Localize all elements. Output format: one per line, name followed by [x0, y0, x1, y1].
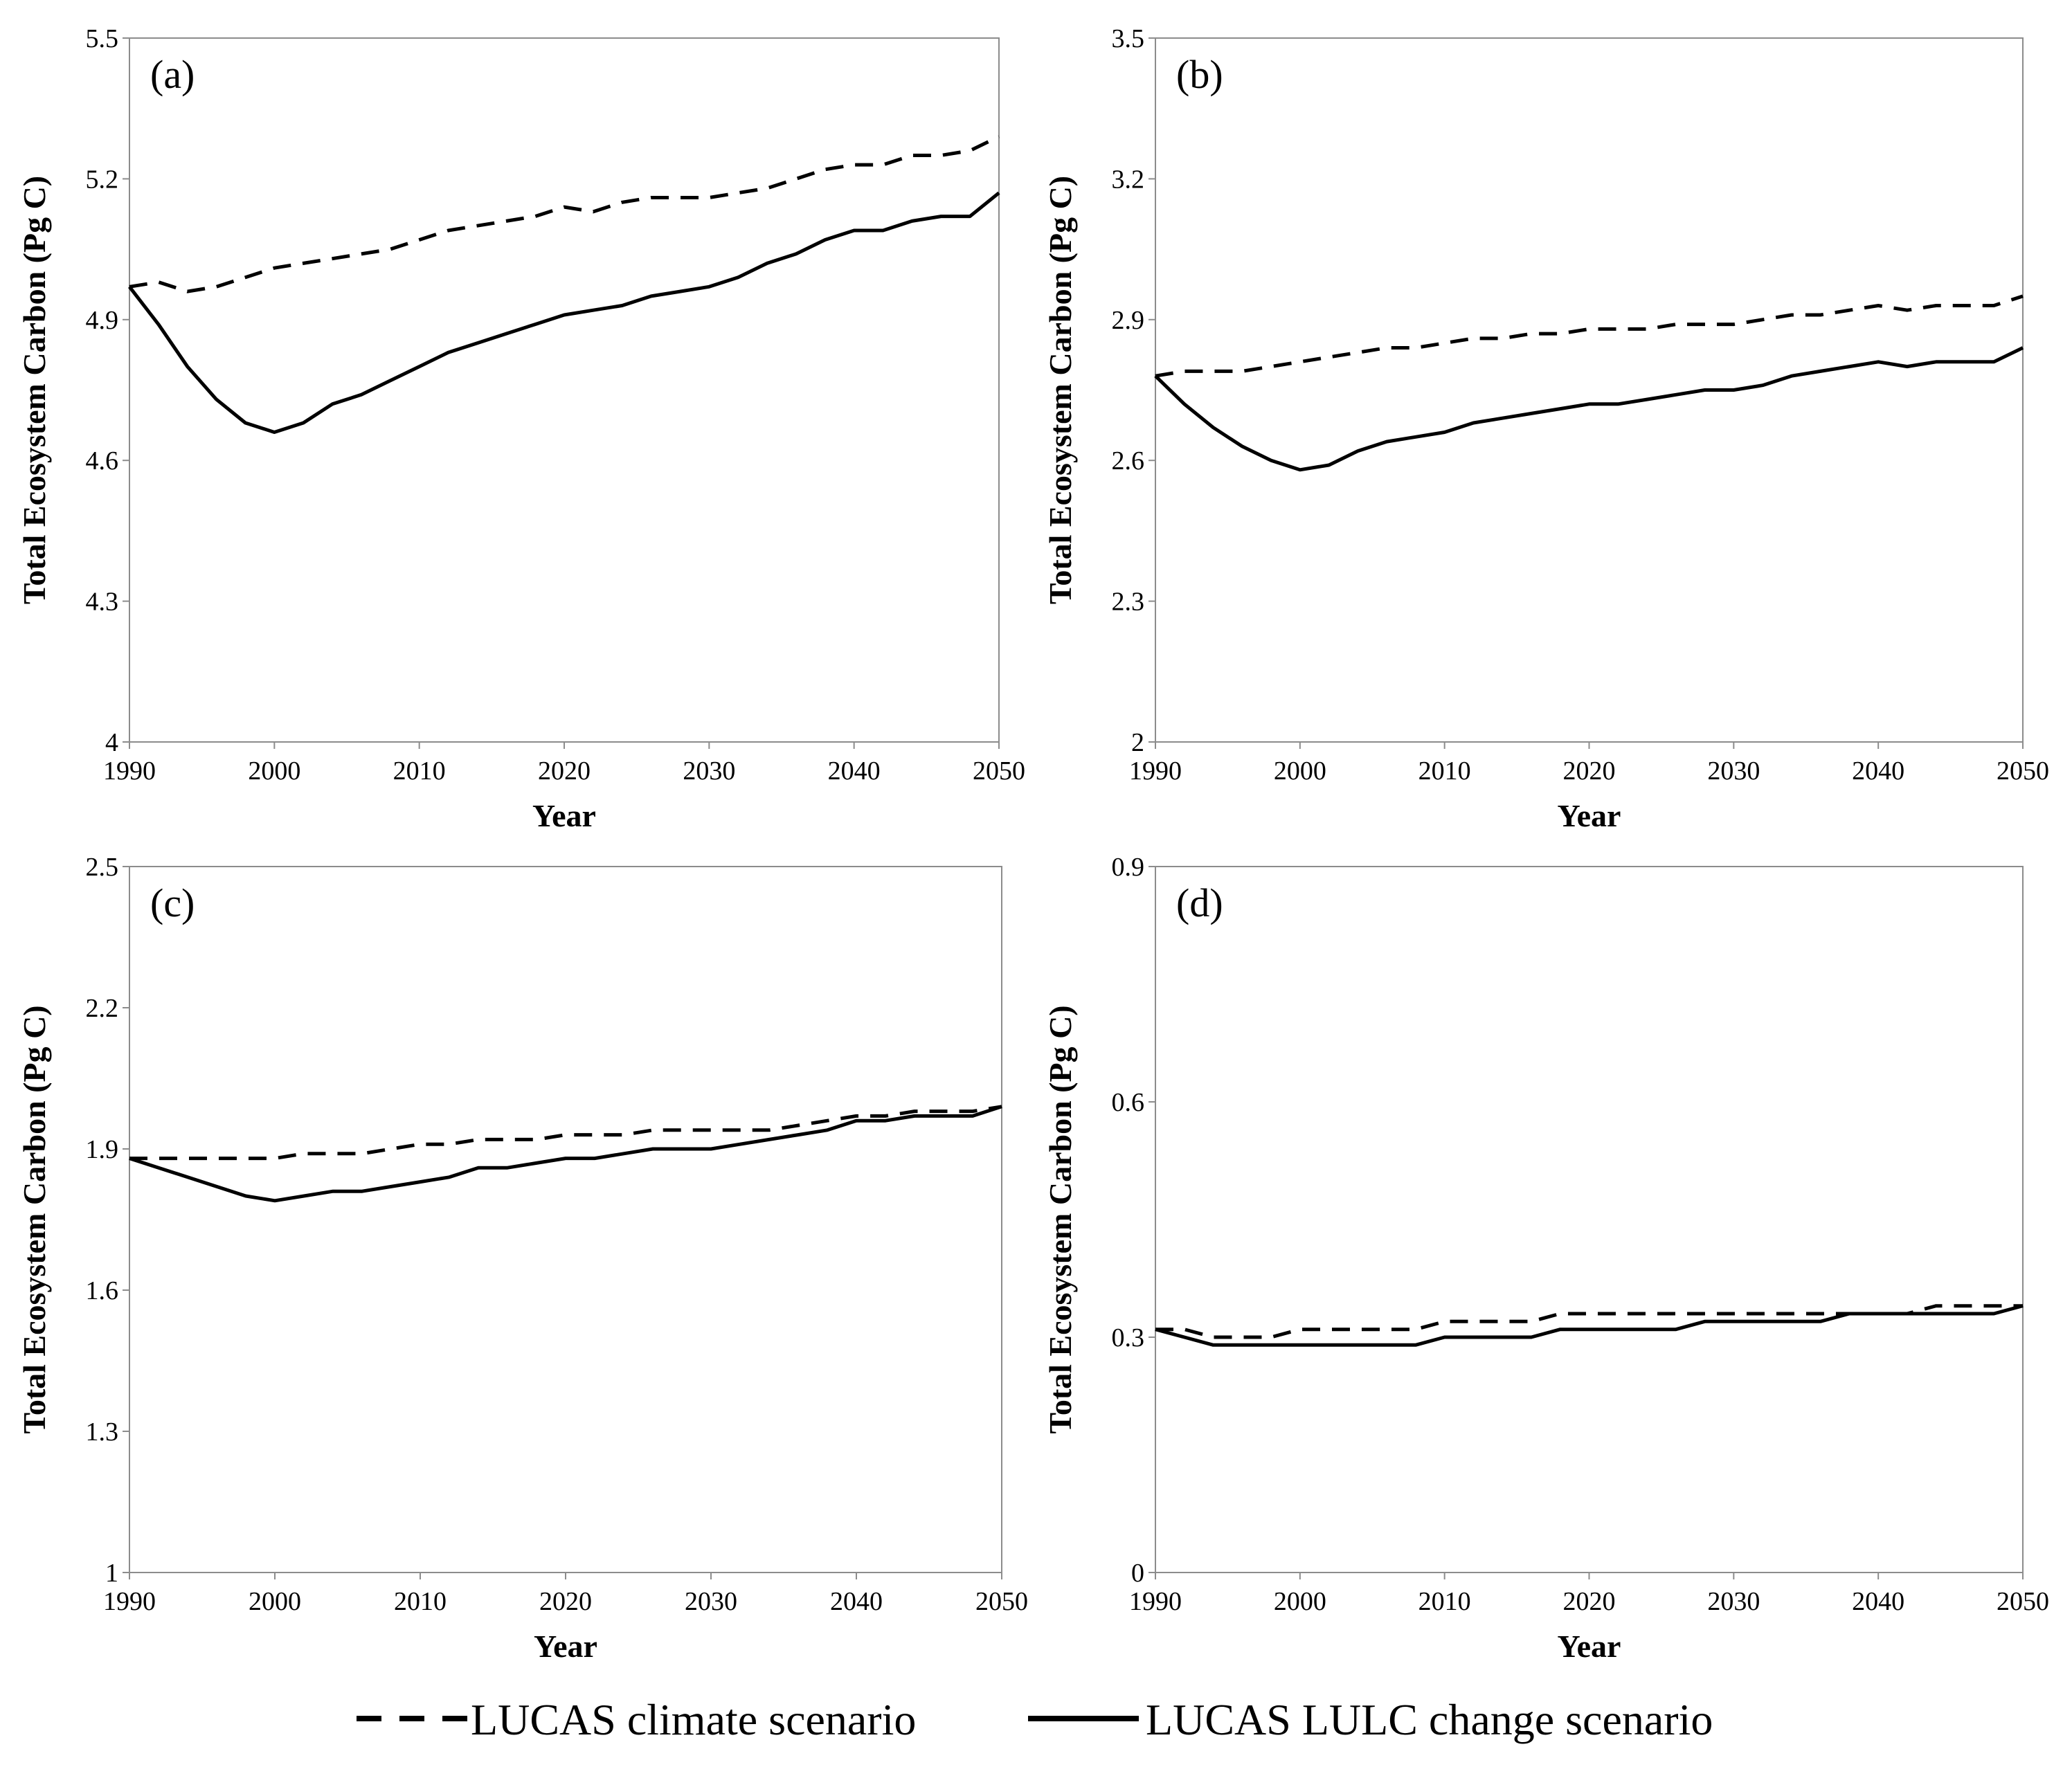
- y-tick-label: 2.2: [86, 994, 119, 1023]
- series-line-climate: [129, 1105, 1002, 1161]
- x-tick-label: 2030: [683, 756, 735, 786]
- y-tick-label: 0.3: [1112, 1323, 1145, 1352]
- legend: LUCAS climate scenario LUCAS LULC change…: [357, 1695, 1713, 1744]
- x-axis-title: Year: [1558, 798, 1621, 833]
- x-tick-label: 2000: [1274, 1587, 1326, 1616]
- x-tick-label: 2040: [1852, 756, 1904, 786]
- y-axis-title: Total Ecosystem Carbon (Pg C): [17, 176, 52, 604]
- series-line-lulc: [1154, 346, 2024, 472]
- panels: 4 4.3 4.6 4.9 5.2 5.5 1990 2000 2010 2020 2030 2040…: [17, 24, 2049, 1664]
- y-axis-title: Total Ecosystem Carbon (Pg C): [1043, 1005, 1078, 1433]
- x-tick-label: 2030: [1707, 1587, 1760, 1616]
- x-tick-label: 2050: [975, 1587, 1028, 1616]
- x-tick-label: 1990: [103, 756, 156, 786]
- y-tick-label: 1.6: [86, 1276, 119, 1305]
- x-tick-label: 2000: [1274, 756, 1326, 786]
- y-tick-label: 5.5: [86, 24, 119, 53]
- x-tick-label: 2050: [1997, 1587, 2049, 1616]
- x-tick-label: 2020: [538, 756, 591, 786]
- x-tick-label: 1990: [1129, 1587, 1182, 1616]
- y-tick-label: 3.2: [1112, 165, 1145, 194]
- panel-c: 1 1.3 1.6 1.9 2.2 2.5 1990 2000 2010 2020 2030 2040…: [17, 853, 1028, 1664]
- x-tick-label: 2020: [1563, 1587, 1616, 1616]
- series-line-lulc: [129, 1105, 1002, 1203]
- y-tick-label: 2.9: [1112, 306, 1145, 335]
- x-axis-title: Year: [534, 1629, 597, 1664]
- x-tick-label: 1990: [103, 1587, 156, 1616]
- y-tick-label: 1.3: [86, 1417, 119, 1447]
- x-tick-label: 2000: [249, 1587, 301, 1616]
- x-tick-label: 2030: [685, 1587, 737, 1616]
- x-tick-label: 2050: [973, 756, 1025, 786]
- y-axis-title: Total Ecosystem Carbon (Pg C): [17, 1005, 52, 1433]
- y-tick-label: 1.9: [86, 1135, 119, 1164]
- panel-label: (b): [1176, 52, 1223, 97]
- x-tick-label: 2030: [1707, 756, 1760, 786]
- x-tick-label: 2040: [1852, 1587, 1904, 1616]
- y-tick-label: 2: [1131, 728, 1144, 757]
- x-tick-label: 1990: [1129, 756, 1182, 786]
- x-tick-label: 2010: [393, 756, 446, 786]
- panel-a: 4 4.3 4.6 4.9 5.2 5.5 1990 2000 2010 2020 2030 2040…: [17, 24, 1025, 833]
- x-tick-label: 2040: [828, 756, 881, 786]
- x-tick-label: 2010: [1418, 1587, 1471, 1616]
- y-tick-label: 4: [105, 728, 118, 757]
- y-tick-label: 2.3: [1112, 588, 1145, 617]
- panel-b: 2 2.3 2.6 2.9 3.2 3.5 1990 2000 2010 2020 2030 2040…: [1043, 24, 2049, 833]
- y-tick-label: 0: [1131, 1559, 1144, 1588]
- y-tick-label: 4.3: [86, 588, 119, 617]
- x-tick-label: 2020: [1563, 756, 1616, 786]
- panel-label: (d): [1176, 880, 1223, 925]
- x-axis-title: Year: [1558, 1629, 1621, 1664]
- legend-climate-label: LUCAS climate scenario: [471, 1695, 916, 1744]
- panel-label: (c): [150, 880, 195, 925]
- x-tick-label: 2040: [830, 1587, 883, 1616]
- series-line-lulc: [1155, 1304, 2024, 1347]
- y-tick-label: 0.6: [1112, 1088, 1145, 1117]
- x-tick-label: 2050: [1997, 756, 2049, 786]
- y-tick-label: 2.5: [86, 853, 119, 882]
- series-line-lulc: [128, 191, 1000, 434]
- legend-lulc-label: LUCAS LULC change scenario: [1146, 1695, 1713, 1744]
- x-tick-label: 2010: [394, 1587, 447, 1616]
- x-tick-label: 2020: [539, 1587, 592, 1616]
- y-tick-label: 4.9: [86, 306, 119, 335]
- x-axis-title: Year: [532, 798, 596, 833]
- y-tick-label: 0.9: [1112, 853, 1145, 882]
- x-tick-label: 2010: [1418, 756, 1471, 786]
- y-axis-title: Total Ecosystem Carbon (Pg C): [1043, 176, 1078, 604]
- panel-d: 0 0.3 0.6 0.9 1990 2000 2010 2020 2030 2040 2050 Ye…: [1043, 853, 2049, 1664]
- y-tick-label: 2.6: [1112, 446, 1145, 475]
- y-tick-label: 4.6: [86, 446, 119, 475]
- series-line-climate: [129, 135, 1000, 293]
- y-tick-label: 1: [105, 1559, 118, 1588]
- y-tick-label: 5.2: [86, 165, 119, 194]
- series-line-climate: [1155, 294, 2024, 378]
- x-tick-label: 2000: [248, 756, 300, 786]
- panel-label: (a): [150, 52, 195, 97]
- y-tick-label: 3.5: [1112, 24, 1145, 53]
